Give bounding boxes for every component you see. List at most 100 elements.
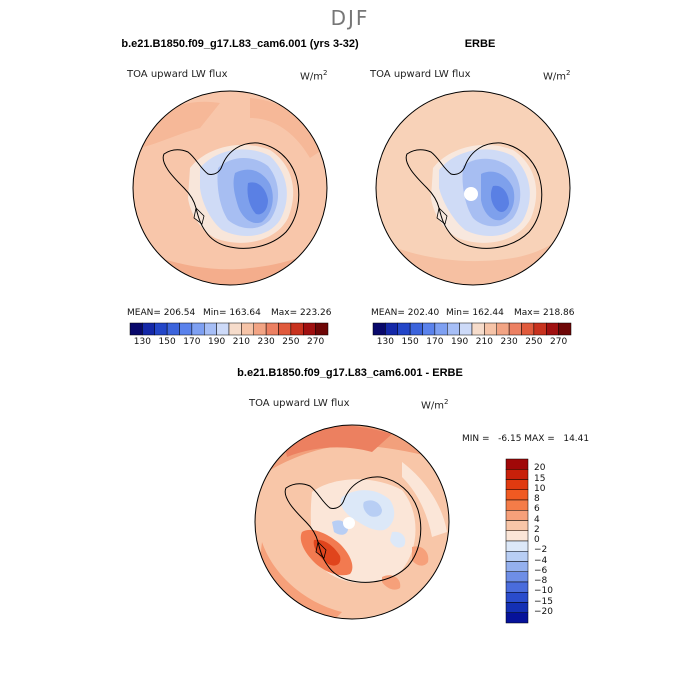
diff-colorbar-tick-label: −15 [534,596,553,607]
diff-colorbar-swatch [505,602,529,613]
obs-colorbar-swatch [484,322,497,336]
obs-colorbar-tick-label: 250 [525,337,543,347]
diff-colorbar-tick-label: −6 [534,565,548,576]
model-colorbar-swatch [253,322,267,336]
model-colorbar-tick-label: 190 [208,337,226,347]
obs-colorbar-swatch [546,322,559,336]
obs-colorbar-swatch [409,322,423,336]
obs-colorbar-tick-label: 170 [426,337,444,347]
model-colorbar-swatch [129,322,143,336]
diff-colorbar-tick-label: −4 [534,555,548,566]
diff-colorbar-tick-label: 4 [534,514,540,525]
diff-units-label: W/m2 [421,398,449,412]
model-colorbar [129,322,329,336]
diff-colorbar-swatch [505,520,529,531]
model-colorbar-ticks: 130 150 170 190 210 230 250 270 [130,337,328,349]
obs-colorbar-swatch [521,322,535,336]
obs-colorbar-swatch [397,322,411,336]
model-colorbar-swatch [228,322,242,336]
obs-colorbar-swatch [471,322,485,336]
diff-colorbar-swatch [505,489,529,501]
obs-colorbar-tick-label: 270 [550,337,568,347]
obs-colorbar-tick-label: 210 [475,337,493,347]
model-colorbar-swatch [315,322,329,336]
diff-colorbar-tick-label: 2 [534,524,540,535]
obs-colorbar-swatch [508,322,522,336]
model-colorbar-swatch [216,322,230,336]
diff-colorbar-swatch [505,458,529,470]
diff-colorbar-tick-label: 20 [534,463,546,474]
obs-colorbar-swatch [496,322,510,336]
obs-colorbar-swatch [372,322,386,336]
diff-colorbar-swatch [505,612,529,624]
diff-panel-title: b.e21.B1850.f09_g17.L83_cam6.001 - ERBE [237,367,463,379]
model-colorbar-tick-label: 210 [232,337,250,347]
diff-minmax: MIN = -6.15 MAX = 14.41 [462,434,590,444]
obs-colorbar-swatch [533,322,547,336]
model-colorbar-tick-label: 170 [183,337,201,347]
model-colorbar-swatch [290,322,304,336]
obs-colorbar-swatch [434,322,448,336]
obs-colorbar-swatch [422,322,436,336]
model-colorbar-swatch [278,322,292,336]
diff-colorbar-swatch [505,581,529,593]
diff-colorbar-tick-label: −20 [534,606,553,617]
diff-colorbar-swatch [505,592,529,603]
diff-colorbar-tick-label: −8 [534,576,548,586]
obs-colorbar-swatch [385,322,398,336]
model-units-label: W/m2 [300,69,328,83]
model-colorbar-tick-label: 270 [307,337,325,347]
model-colorbar-swatch [204,322,217,336]
diff-colorbar-swatch [505,561,529,572]
diff-variable-label: TOA upward LW flux [249,398,350,409]
model-variable-label: TOA upward LW flux [127,69,228,80]
obs-max: Max= 218.86 [514,308,575,318]
obs-colorbar-tick-label: 190 [451,337,469,347]
diff-colorbar-swatch [505,469,529,480]
model-map [132,90,328,286]
diff-colorbar-ticks: 20 15 10 8 6 4 2 0 −2 −4 −6 −8 −10 −15 −20 [534,459,574,623]
obs-colorbar-swatch [447,322,460,336]
diff-colorbar-tick-label: 6 [534,504,540,515]
diff-colorbar-swatch [505,499,529,511]
diff-colorbar-swatch [505,479,529,490]
obs-variable-label: TOA upward LW flux [370,69,471,80]
diff-colorbar-tick-label: −10 [534,586,553,597]
model-colorbar-tick-label: 150 [158,337,176,347]
model-colorbar-tick-label: 250 [282,337,300,347]
diff-colorbar [505,458,529,624]
model-colorbar-tick-label: 230 [257,337,275,347]
obs-colorbar [372,322,572,336]
model-colorbar-swatch [265,322,279,336]
diff-colorbar-tick-label: −2 [534,545,548,556]
obs-colorbar-tick-label: 150 [401,337,419,347]
obs-colorbar-ticks: 130 150 170 190 210 230 250 270 [373,337,571,349]
model-colorbar-swatch [166,322,180,336]
diff-colorbar-swatch [505,530,529,542]
model-panel-title: b.e21.B1850.f09_g17.L83_cam6.001 (yrs 3-… [121,38,359,50]
diff-colorbar-swatch [505,540,529,552]
model-colorbar-swatch [179,322,193,336]
obs-map [375,90,571,286]
obs-colorbar-swatch [558,322,572,336]
diff-map [254,424,450,620]
model-max: Max= 223.26 [271,308,332,318]
model-min: Min= 163.64 [203,308,261,318]
model-colorbar-swatch [142,322,155,336]
obs-units-label: W/m2 [543,69,571,83]
diff-colorbar-swatch [505,551,529,562]
diff-colorbar-swatch [505,571,529,583]
diff-colorbar-swatch [505,510,529,521]
diff-colorbar-tick-label: 15 [534,473,546,484]
obs-colorbar-swatch [459,322,473,336]
diff-colorbar-tick-label: 10 [534,483,546,494]
model-colorbar-swatch [191,322,205,336]
season-title: DJF [330,6,370,30]
obs-mean: MEAN= 202.40 [371,308,440,318]
model-colorbar-swatch [303,322,316,336]
obs-min: Min= 162.44 [446,308,504,318]
obs-colorbar-tick-label: 130 [376,337,394,347]
diff-colorbar-tick-label: 8 [534,494,540,504]
obs-colorbar-tick-label: 230 [500,337,518,347]
model-colorbar-swatch [154,322,168,336]
